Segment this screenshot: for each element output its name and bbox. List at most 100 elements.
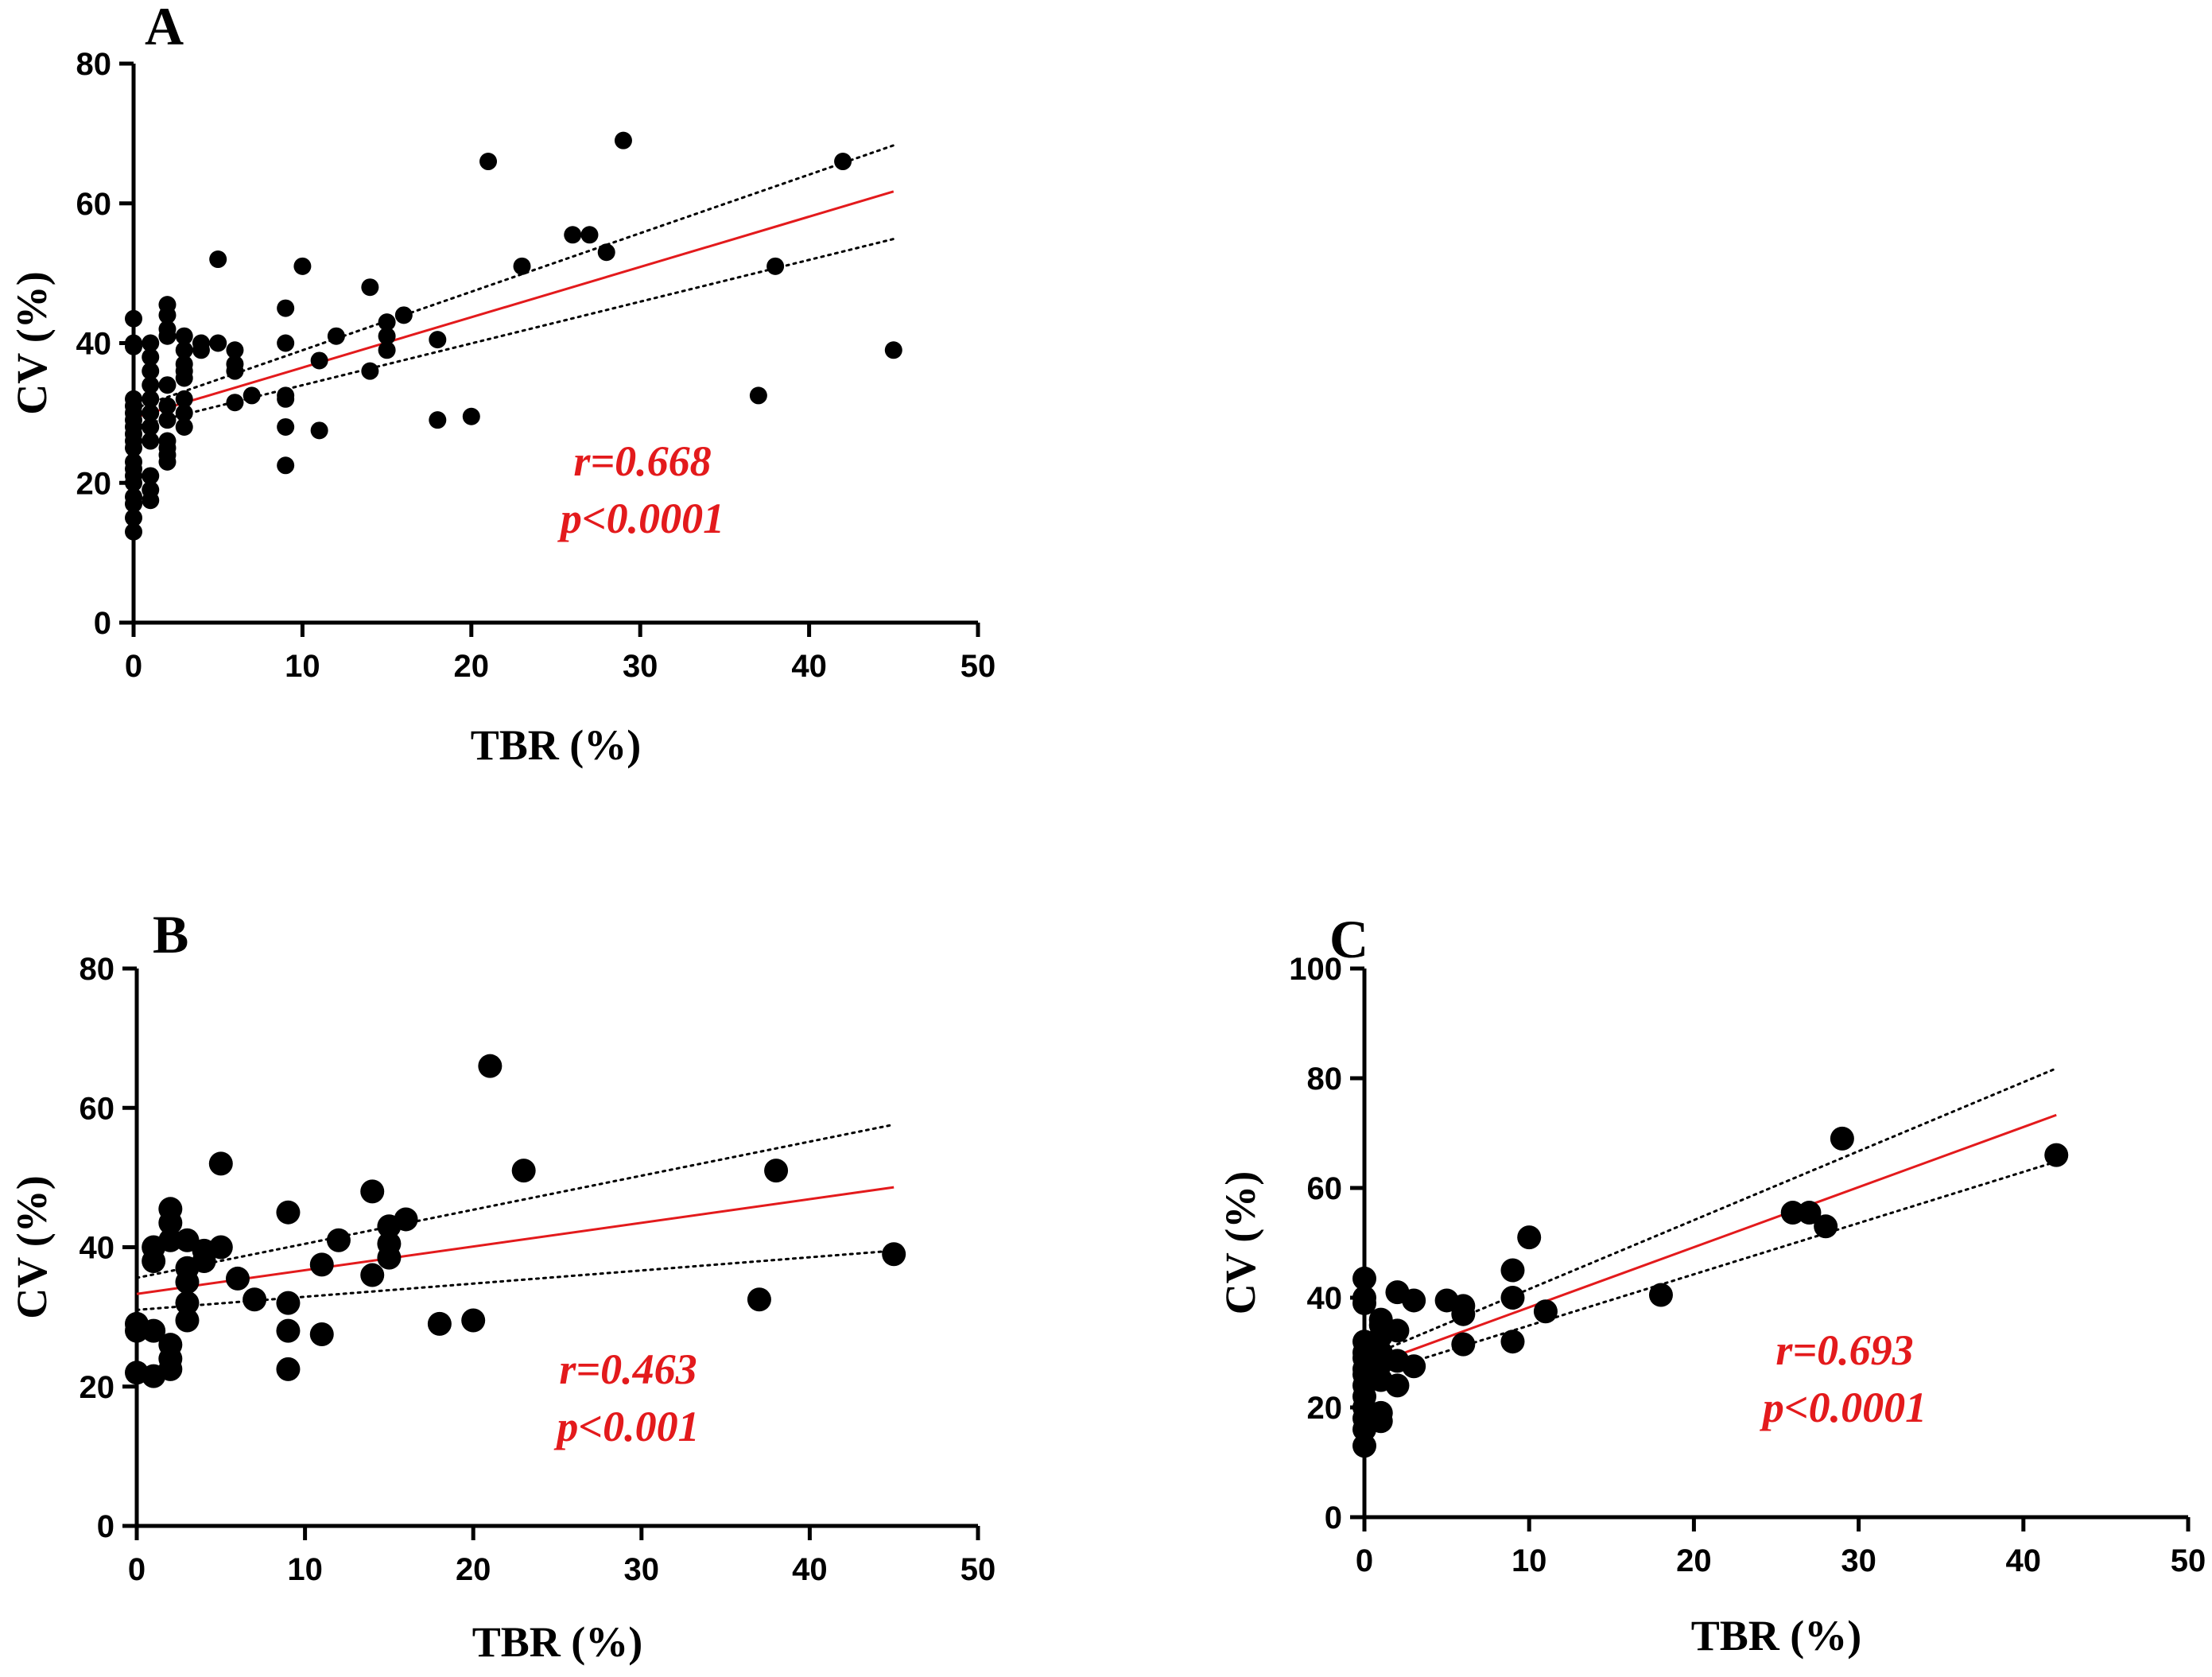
panel-a-data-point [310, 351, 328, 370]
panel-b-r-value: r=0.463 [559, 1345, 697, 1393]
panel-b-data-point [747, 1287, 771, 1312]
panel-c-data-point [1352, 1286, 1376, 1310]
panel-b-data-point [142, 1318, 166, 1343]
panel-a-data-point [175, 355, 193, 373]
panel-a-data-point [125, 390, 142, 408]
panel-a-data-point [394, 306, 413, 324]
panel-a-data-point [243, 386, 261, 405]
panel-a-data-point [192, 334, 210, 352]
panel-b-ci-upper-line [135, 1123, 895, 1279]
panel-a-data-point [226, 355, 244, 373]
panel-b-data-point [326, 1228, 351, 1252]
panel-a-data-point [479, 153, 498, 171]
panel-c-data-point [1451, 1332, 1476, 1357]
panel-b-data-point [175, 1291, 200, 1315]
panel-b-fit-line [136, 1186, 895, 1295]
panel-a-data-point [766, 257, 785, 275]
panel-b-data-point [243, 1287, 267, 1312]
panel-c-data-point [1385, 1373, 1410, 1398]
panel-a-data-point [125, 452, 142, 471]
panel-c-r-value: r=0.693 [1775, 1326, 1913, 1374]
panel-c-data-point [1830, 1126, 1854, 1151]
panel-b-data-point [882, 1242, 906, 1267]
panel-a-data-point [378, 327, 396, 345]
panel-c-y-tick-label: 0 [1325, 1500, 1342, 1535]
panel-c-data-point [1533, 1299, 1558, 1324]
panel-c-letter: C [1329, 909, 1368, 969]
panel-a-y-tick-label: 40 [76, 327, 112, 362]
panel-a-data-point [125, 487, 142, 506]
panel-b-y-tick-label: 40 [80, 1231, 115, 1266]
panel-a-data-point [749, 386, 767, 405]
panel-a-y-tick-label: 80 [76, 47, 112, 82]
panel-b-y-tick-label: 80 [80, 952, 115, 987]
panel-a-data-point [834, 153, 852, 171]
panel-a-data-point [175, 390, 193, 408]
panel-b-y-axis-title: CV (%) [8, 1175, 56, 1318]
panel-a-x-tick-label: 0 [125, 649, 142, 684]
panel-b-x-tick-label: 40 [792, 1552, 828, 1587]
panel-a-y-axis-title: CV (%) [8, 271, 56, 414]
panel-b-data-point [478, 1054, 503, 1078]
panel-a-x-tick-label: 30 [623, 649, 658, 684]
panel-a-data-point [142, 481, 160, 499]
panel-c-y-tick-label: 100 [1289, 952, 1342, 987]
panel-b-data-point [309, 1252, 334, 1277]
panel-a-data-point [429, 411, 447, 429]
panel-c-ci-lower-line [1363, 1160, 2058, 1378]
panel-a-data-point [125, 522, 142, 541]
panel-a-p-value: p<0.0001 [557, 495, 724, 542]
panel-a-data-point [142, 417, 160, 436]
panel-b-ci-lower-line [135, 1249, 895, 1311]
panel-a-data-point [884, 341, 902, 359]
panel-a-data-point [293, 257, 312, 275]
panel-a-x-tick-label: 50 [960, 649, 996, 684]
panel-a-x-tick-label: 40 [791, 649, 827, 684]
panel-c-x-tick-label: 50 [2171, 1543, 2206, 1578]
panel-c-data-point [1500, 1258, 1525, 1283]
panel-a-data-point [564, 226, 582, 244]
panel-b-data-point [225, 1266, 250, 1291]
panel-b-y-tick-label: 20 [80, 1370, 115, 1405]
panel-b-data-point [208, 1151, 233, 1176]
panel-b-x-axis-title: TBR (%) [472, 1618, 643, 1666]
panel-b-data-point [276, 1318, 301, 1343]
panel-a-letter: A [145, 0, 184, 56]
panel-c-y-axis-title: CV (%) [1217, 1171, 1264, 1314]
panel-c-x-tick-label: 10 [1512, 1543, 1547, 1578]
panel-a-data-point [429, 331, 447, 349]
panel-a-data-point [361, 362, 379, 380]
panel-a-x-axis-title: TBR (%) [471, 721, 642, 769]
panel-a-data-point [158, 411, 177, 429]
panel-a-data-point [175, 404, 193, 422]
panel-a-y-tick-label: 20 [76, 466, 112, 501]
panel-a-x-tick-label: 20 [454, 649, 490, 684]
panel-a-data-point [142, 390, 160, 408]
panel-b-data-point [511, 1159, 536, 1183]
panel-a-data-point [142, 348, 160, 367]
panel-b-data-point [175, 1308, 200, 1333]
panel-a-data-point [226, 341, 244, 359]
panel-b-data-point [276, 1357, 301, 1381]
panel-b: B 0 10 20 30 40 50 0 20 40 60 80 TBR (%) CV (%) r=0.4… [8, 904, 995, 1666]
panel-a-data-point [614, 131, 632, 149]
panel-a-data-point [175, 417, 193, 436]
panel-c-x-axis-title: TBR (%) [1691, 1612, 1862, 1660]
panel-c-data-point [1797, 1201, 1822, 1225]
panel-a-y-tick-label: 60 [76, 187, 112, 222]
panel-a-data-point [580, 226, 599, 244]
panel-b-data-point [276, 1200, 301, 1225]
panel-c-x-tick-label: 40 [2006, 1543, 2042, 1578]
panel-a-data-point [142, 467, 160, 485]
panel-c-y-tick-label: 80 [1307, 1062, 1343, 1097]
panel-a-data-point [462, 407, 480, 425]
panel-b-data-point [309, 1322, 334, 1347]
panel-c-x-tick-label: 20 [1676, 1543, 1712, 1578]
panel-c-x-tick-label: 30 [1841, 1543, 1876, 1578]
panel-c-data-point [1517, 1225, 1542, 1250]
panel-c: C 0 10 20 30 40 50 0 20 40 60 80 100 TBR (%) CV (%) r=… [1217, 909, 2206, 1660]
panel-c-data-point [1648, 1283, 1673, 1307]
panel-a-data-point [209, 334, 227, 352]
panel-a-data-point [142, 432, 160, 450]
panel-a-data-point [175, 327, 193, 345]
